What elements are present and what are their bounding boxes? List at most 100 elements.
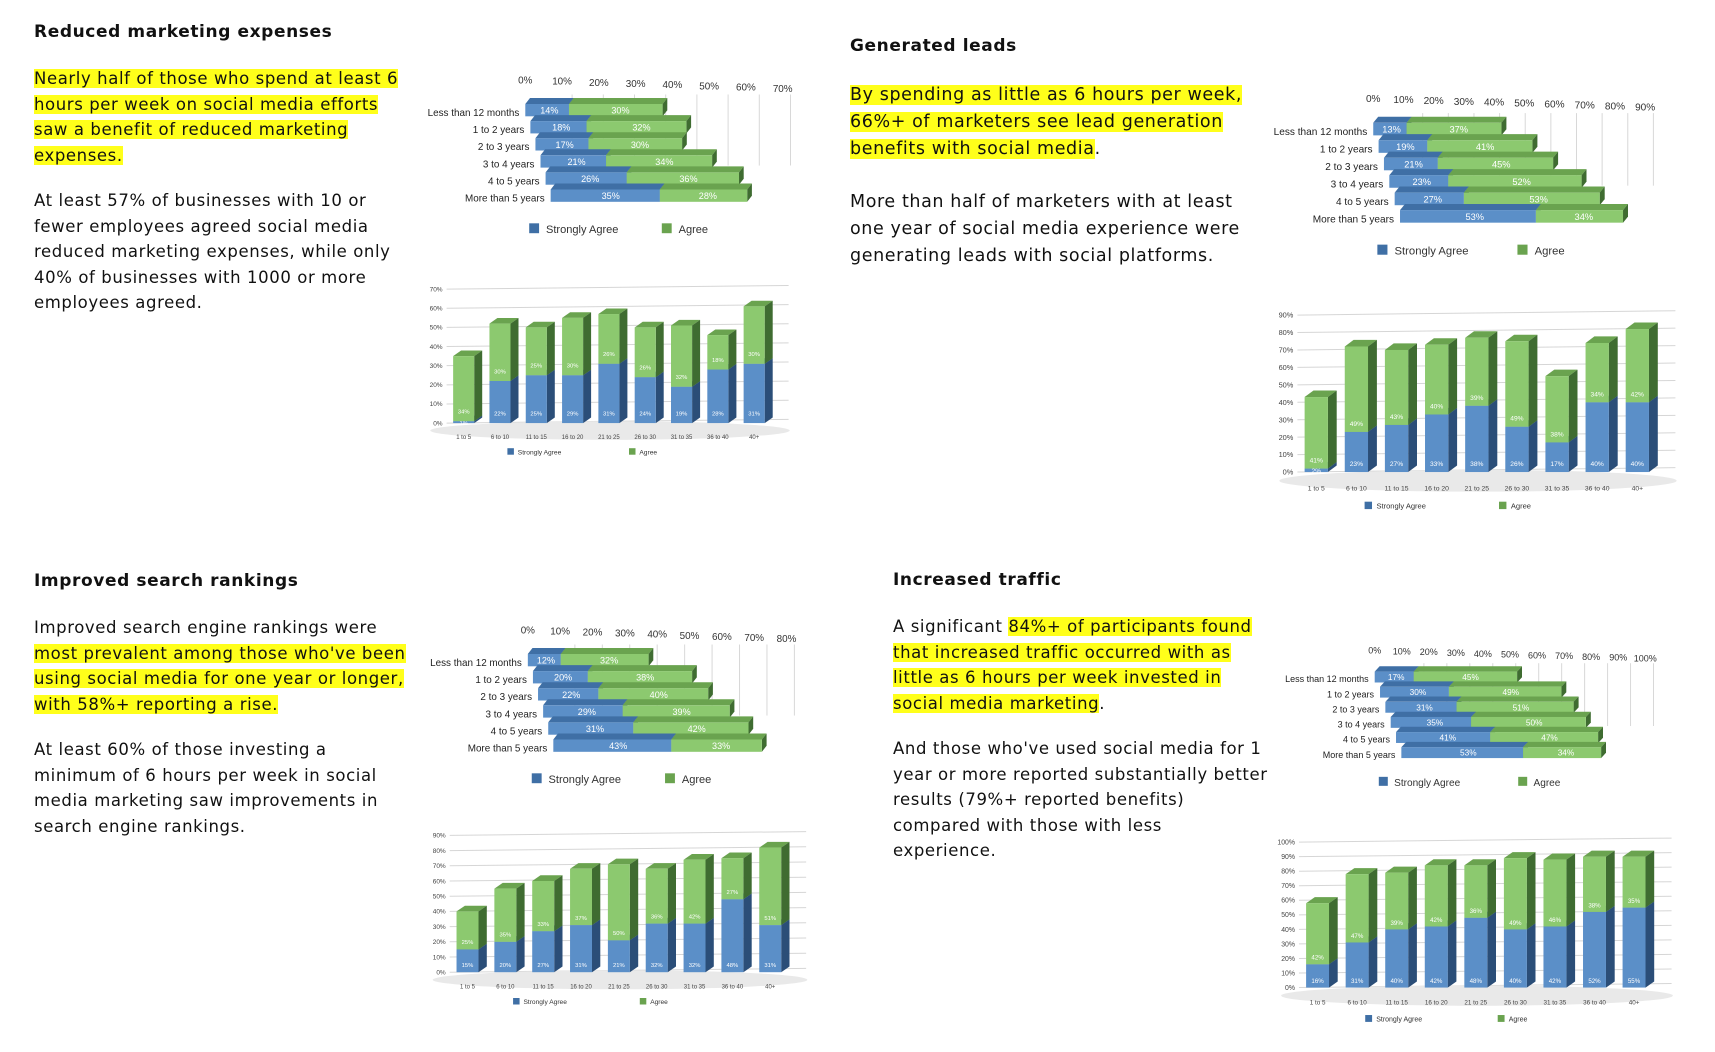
data-label: 35% [1628,898,1641,905]
data-label: 32% [651,963,663,969]
bar-agree-side [662,98,668,117]
bar-agree [1425,344,1449,415]
bar-agree-side [1561,681,1567,698]
bar-strongly-agree-top [1374,666,1419,672]
bar-agree-side [1487,859,1496,918]
bar-agree [1344,346,1369,432]
y-tick-label: 90% [1281,854,1295,861]
section-title: Improved search rankings [34,571,299,591]
bar-strongly-agree-top [1380,681,1454,687]
bar-strongly-agree [1396,732,1491,743]
bar-strongly-agree [634,377,656,424]
bar-agree-side [1532,134,1538,153]
section-generated-leads: Generated leads By spending as little as… [850,36,1250,270]
bar-agree [622,705,730,718]
legend-swatch-agree [661,223,672,234]
y-tick-label: 80% [1279,328,1294,337]
category-label: Less than 12 months [430,658,522,669]
bar-agree-top [1437,151,1559,158]
x-tick-label: 31 to 35 [671,435,693,441]
y-tick-label: 0% [433,420,443,427]
x-tick-label: 10% [1393,646,1411,656]
x-tick-label: 30% [1447,648,1465,658]
x-tick-label: 0% [1368,646,1381,656]
legend-label: Strongly Agree [546,224,618,236]
data-label: 38% [1470,461,1483,468]
bar-agree [1448,175,1582,188]
data-label: 35% [602,191,620,201]
bar-strongly-agree-top [553,733,676,740]
y-tick-label: 10% [1279,450,1294,459]
category-label: More than 5 years [1313,214,1394,225]
grid-line [449,831,807,836]
x-tick-label: 36 to 40 [707,435,729,441]
x-tick-label: 50% [680,631,700,642]
data-label: 27% [1390,461,1403,468]
x-tick-label: 1 to 5 [460,984,476,990]
legend-label: Strongly Agree [1376,1017,1422,1024]
bar-agree [489,323,511,381]
bar-agree-side [739,166,744,185]
bar-strongly-agree-side [583,369,592,424]
bar-agree-top [1585,336,1618,343]
bar-strongly-agree [759,925,782,973]
legend-swatch-strongly-agree [507,448,514,455]
x-tick-label: 30% [626,79,646,90]
bar-strongly-agree-top [527,648,566,654]
bar-strongly-agree [553,739,672,752]
bar-strongly-agree-side [692,381,701,424]
data-label: 30% [494,369,506,375]
x-tick-label: 10% [550,627,570,638]
category-label: 4 to 5 years [1336,197,1389,208]
bar-strongly-agree-side [1488,399,1498,472]
floor-shadow [1281,985,1673,1006]
bar-strongly-agree-top [538,682,604,689]
bar-agree-top [743,300,773,307]
chart-leads-by-experience: 0% 10% 20% 30% 40% 50% 60% 70% 80% 90% Less than 1… [1274,94,1656,258]
y-tick-label: 30% [433,924,446,931]
bar-strongly-agree-top [1401,741,1528,748]
para-text: . [1094,139,1101,159]
data-label: 33% [1430,461,1443,468]
legend-swatch-strongly-agree [1365,1015,1373,1022]
section-title: Increased traffic [893,570,1062,590]
bar-agree [1413,671,1518,683]
bar-agree-side [1645,850,1655,908]
data-label: 39% [1470,395,1483,402]
x-tick-label: 20% [589,78,609,89]
x-tick-label: 20% [1424,96,1444,107]
data-label: 29% [578,707,596,717]
section-paragraph-1: Nearly half of those who spend at least … [34,66,404,168]
bar-agree-top [707,329,737,336]
bar-strongly-agree [1344,431,1369,473]
data-label: 28% [712,412,724,418]
bar-agree-side [592,863,601,926]
data-label: 32% [600,656,618,666]
data-label: 49% [1510,416,1523,423]
data-label: 19% [676,412,688,418]
bar-agree [587,671,693,684]
x-tick-label: 40+ [1632,486,1644,493]
bar-agree [659,189,748,202]
bar-strongly-agree [489,380,511,424]
bar-strongly-agree [1373,122,1407,136]
data-label: 31% [764,963,776,969]
data-label: 40% [1631,461,1644,468]
bar-strongly-agree-top [545,166,632,173]
category-label: 2 to 3 years [1325,162,1378,173]
y-tick-label: 20% [430,382,443,389]
bar-agree-side [546,321,555,376]
section-paragraph-2: And those who've used social media for 1… [893,739,1268,860]
bar-agree-top [1448,681,1567,687]
bar-agree [721,858,744,900]
data-label: 53% [1460,749,1477,758]
x-tick-label: 90% [1609,653,1627,663]
category-label: More than 5 years [468,743,548,754]
x-tick-label: 6 to 10 [1348,1000,1368,1007]
bar-agree [1625,329,1649,403]
bar-agree [1490,732,1599,743]
bar-agree-top [683,854,714,860]
bar-agree-top [659,183,752,190]
y-tick-label: 70% [1281,883,1295,890]
bar-agree-side [1327,390,1337,469]
